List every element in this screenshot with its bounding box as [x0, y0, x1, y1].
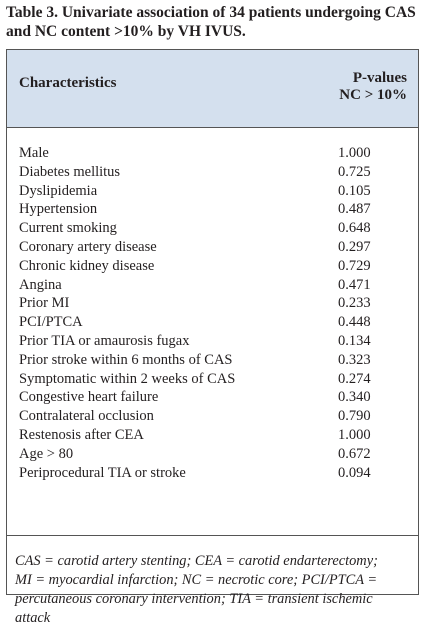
row-label: Symptomatic within 2 weeks of CAS	[19, 370, 236, 387]
table-row: Chronic kidney disease 0.729	[7, 257, 418, 276]
footnote-line-2: MI = myocardial infarction; NC = necroti…	[15, 572, 378, 588]
table-row: Male 1.000	[7, 144, 418, 163]
row-label: PCI/PTCA	[19, 314, 83, 331]
header-characteristics: Characteristics	[19, 75, 117, 91]
row-value: 0.340	[338, 389, 371, 406]
row-label: Chronic kidney disease	[19, 257, 155, 274]
footnote-line-4: attack	[15, 610, 51, 626]
row-label: Hypertension	[19, 201, 98, 218]
row-value: 0.790	[338, 408, 371, 425]
row-label: Current smoking	[19, 220, 117, 237]
row-value: 0.134	[338, 332, 371, 349]
row-value: 1.000	[338, 145, 371, 161]
row-label: Dyslipidemia	[19, 182, 98, 199]
caption-line-1: Table 3. Univariate association of 34 pa…	[6, 4, 416, 21]
table-footnote: CAS = carotid artery stenting; CEA = car…	[15, 552, 413, 628]
row-value: 0.725	[338, 163, 371, 180]
table-row: Current smoking 0.648	[7, 219, 418, 238]
row-label: Coronary artery disease	[19, 238, 157, 255]
table-row: Symptomatic within 2 weeks of CAS 0.274	[7, 370, 418, 389]
row-label: Male	[19, 145, 49, 161]
table-row: Prior stroke within 6 months of CAS 0.323	[7, 351, 418, 370]
row-value: 0.274	[338, 370, 371, 387]
table-row: Angina 0.471	[7, 276, 418, 295]
row-label: Prior MI	[19, 295, 70, 312]
row-value: 0.233	[338, 295, 371, 312]
row-value: 0.094	[338, 464, 371, 481]
table-row: Coronary artery disease 0.297	[7, 238, 418, 257]
row-label: Diabetes mellitus	[19, 163, 121, 180]
header-pvalues-line-2: NC > 10%	[339, 87, 407, 103]
table-row: Prior TIA or amaurosis fugax 0.134	[7, 332, 418, 351]
header-pvalues: P-values NC > 10%	[339, 70, 407, 104]
table-row: Age > 80 0.672	[7, 445, 418, 464]
row-value: 0.448	[338, 314, 371, 331]
table-row: Periprocedural TIA or stroke 0.094	[7, 464, 418, 483]
row-value: 0.729	[338, 257, 371, 274]
table-row: Congestive heart failure 0.340	[7, 388, 418, 407]
table-row: Contralateral occlusion 0.790	[7, 407, 418, 426]
row-value: 0.105	[338, 182, 371, 199]
footnote-line-1: CAS = carotid artery stenting; CEA = car…	[15, 553, 378, 569]
row-value: 0.648	[338, 220, 371, 237]
data-table: Characteristics P-values NC > 10% Male 1.…	[6, 49, 419, 626]
row-value: 1.000	[338, 426, 371, 443]
row-label: Prior TIA or amaurosis fugax	[19, 332, 190, 349]
table-row: Prior MI 0.233	[7, 294, 418, 313]
row-value: 0.297	[338, 238, 371, 255]
row-label: Prior stroke within 6 months of CAS	[19, 351, 233, 368]
row-value: 0.323	[338, 351, 371, 368]
table-row: Dyslipidemia 0.105	[7, 182, 418, 201]
row-value: 0.487	[338, 201, 371, 218]
header-pvalues-line-1: P-values	[352, 70, 407, 86]
row-label: Periprocedural TIA or stroke	[19, 464, 186, 481]
table-header: Characteristics P-values NC > 10%	[7, 50, 418, 128]
row-value: 0.672	[338, 445, 371, 462]
table-row: Diabetes mellitus 0.725	[7, 163, 418, 182]
table-row: Restenosis after CEA 1.000	[7, 426, 418, 445]
row-value: 0.471	[338, 276, 371, 293]
table-caption: Table 3. Univariate association of 34 pa…	[6, 3, 418, 41]
row-label: Restenosis after CEA	[19, 426, 144, 443]
table-row: PCI/PTCA 0.448	[7, 313, 418, 332]
row-label: Age > 80	[19, 445, 74, 462]
table-body: Male 1.000 Diabetes mellitus 0.725 Dyslipi…	[7, 144, 418, 482]
row-label: Congestive heart failure	[19, 389, 159, 406]
row-label: Contralateral occlusion	[19, 408, 154, 425]
table-divider	[7, 535, 418, 536]
caption-line-2: and NC content >10% by VH IVUS.	[6, 23, 246, 40]
table-row: Hypertension 0.487	[7, 200, 418, 219]
row-label: Angina	[19, 276, 62, 293]
